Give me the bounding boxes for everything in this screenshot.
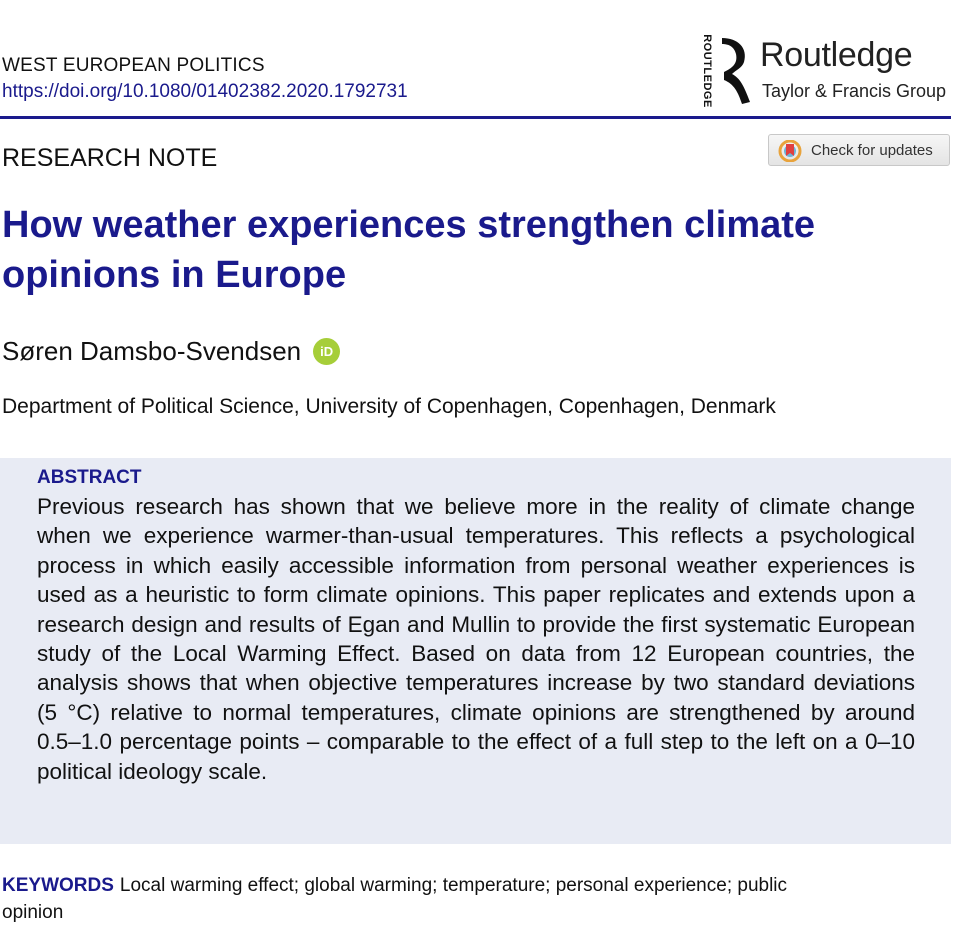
article-type: RESEARCH NOTE <box>2 144 218 172</box>
routledge-head-icon <box>722 38 750 104</box>
check-updates-icon <box>778 140 802 162</box>
keywords-label: KEYWORDS <box>2 875 114 896</box>
check-for-updates-button[interactable]: Check for updates <box>768 134 950 166</box>
author-affiliation: Department of Political Science, Univers… <box>2 395 776 418</box>
header-divider <box>0 116 951 119</box>
abstract-box: ABSTRACT Previous research has shown tha… <box>0 458 951 844</box>
keywords-text: Local warming effect; global warming; te… <box>2 875 788 923</box>
publisher-name: Routledge <box>760 36 913 74</box>
author-line: Søren Damsbo-Svendsen iD <box>2 336 341 367</box>
routledge-logo: ROUTLEDGE Routledge Taylor & Francis Gro… <box>694 34 956 108</box>
abstract-heading: ABSTRACT <box>37 467 142 488</box>
keywords-line: KEYWORDS Local warming effect; global war… <box>2 872 842 926</box>
journal-name: WEST EUROPEAN POLITICS <box>2 55 265 76</box>
article-title: How weather experiences strengthen clima… <box>2 204 816 296</box>
publisher-group: Taylor & Francis Group <box>762 81 947 101</box>
check-updates-label: Check for updates <box>811 142 933 159</box>
author-name: Søren Damsbo-Svendsen <box>2 336 302 366</box>
doi-link[interactable]: https://doi.org/10.1080/01402382.2020.17… <box>2 81 408 102</box>
orcid-icon[interactable]: iD <box>313 338 341 365</box>
abstract-text: Previous research has shown that we beli… <box>37 494 915 784</box>
